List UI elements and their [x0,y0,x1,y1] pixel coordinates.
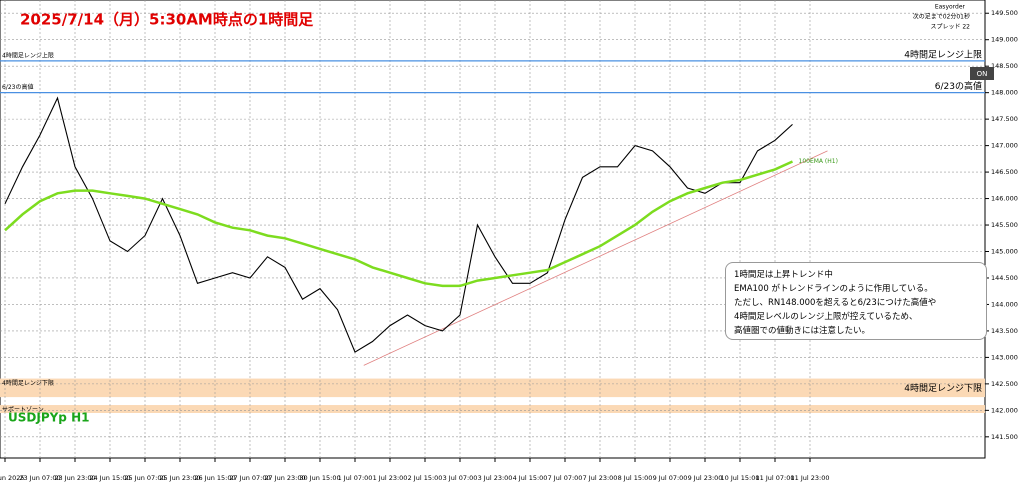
x-tick-label: 8 Jul 15:00 [618,474,653,482]
zone-label: サポートゾーン [2,406,44,414]
x-tick-label: 23 Jun 23:00 [54,474,95,482]
x-tick-label: 9 Jul 23:00 [688,474,723,482]
zone-band [0,378,985,398]
y-tick-label: 143.500 [991,327,1018,335]
zone-label: 4時間足レンジ下限 [2,379,54,387]
x-tick-label: 25 Jun 23:00 [159,474,200,482]
y-tick-label: 149.000 [991,36,1018,44]
y-tick-label: 145.000 [991,248,1018,256]
note-line: 1時間足は上昇トレンド中 [734,270,833,280]
level-right-label: 4時間足レンジ上限 [904,49,982,60]
info-text: スプレッド 22 [930,24,970,31]
y-tick-label: 144.000 [991,300,1018,308]
series-line [4,96,793,353]
series-label: 100EMA (H1) [799,158,838,165]
x-tick-label: 11 Jul 07:00 [756,474,795,482]
chart-title: 2025/7/14（月）5:30AM時点の1時間足 [20,11,314,29]
level-right-label: 6/23の高値 [935,80,982,92]
x-tick-label: 7 Jul 23:00 [583,474,618,482]
y-tick-label: 146.000 [991,195,1018,203]
y-tick-label: 147.000 [991,142,1018,150]
note-line: 4時間足レベルのレンジ上限が控えているため、 [734,312,918,322]
x-tick-label: 23 Jun 07:00 [19,474,60,482]
level-label: 6/23の高値 [2,83,33,91]
x-tick-label: 3 Jul 07:00 [443,474,478,482]
y-tick-label: 143.000 [991,353,1018,361]
x-tick-label: 4 Jul 15:00 [513,474,548,482]
x-tick-label: 10 Jul 15:00 [721,474,760,482]
y-tick-label: 142.500 [991,380,1018,388]
y-tick-label: 141.500 [991,433,1018,441]
x-tick-label: 27 Jun 23:00 [264,474,305,482]
x-tick-label: 1 Jul 07:00 [338,474,373,482]
y-tick-label: 144.500 [991,274,1018,282]
y-tick-label: 148.500 [991,62,1018,70]
y-tick-label: 147.500 [991,115,1018,123]
note-line: 高値圏での値動きには注意したい。 [734,326,871,336]
x-tick-label: 24 Jun 15:00 [89,474,130,482]
zone-right-label: 4時間足レンジ下限 [904,383,982,394]
x-tick-label: 2 Jul 15:00 [408,474,443,482]
x-tick-label: 7 Jul 07:00 [548,474,583,482]
x-tick-label: 30 Jun 15:00 [299,474,340,482]
info-text: 次の足まで02分01秒 [913,13,970,21]
on-button[interactable] [970,67,994,80]
y-tick-label: 148.000 [991,89,1018,97]
info-text: Easyorder [935,4,966,11]
y-tick-label: 146.500 [991,168,1018,176]
trendline [363,150,828,366]
level-label: 4時間足レンジ上限 [2,51,54,59]
x-tick-label: 26 Jun 15:00 [194,474,235,482]
x-tick-label: 9 Jul 07:00 [653,474,688,482]
y-tick-label: 149.500 [991,9,1018,17]
series-line [4,160,794,288]
x-tick-label: 27 Jun 07:00 [229,474,270,482]
x-tick-label: 20 Jun 2025 [0,474,25,482]
x-tick-label: 3 Jul 23:00 [478,474,513,482]
note-line: ただし、RN148.000を超えると6/23につけた高値や [734,298,937,308]
x-tick-label: 25 Jun 07:00 [124,474,165,482]
note-box: 1時間足は上昇トレンド中 EMA100 がトレンドラインのように作用している。 … [725,262,987,340]
note-line: EMA100 がトレンドラインのように作用している。 [734,284,933,294]
on-button-label[interactable]: ON [977,70,988,78]
y-tick-label: 142.000 [991,406,1018,414]
x-tick-label: 11 Jul 23:00 [791,474,830,482]
y-tick-label: 145.500 [991,221,1018,229]
zone-band [0,405,985,413]
x-tick-label: 1 Jul 23:00 [373,474,408,482]
symbol-label: USDJPYp H1 [8,411,89,425]
